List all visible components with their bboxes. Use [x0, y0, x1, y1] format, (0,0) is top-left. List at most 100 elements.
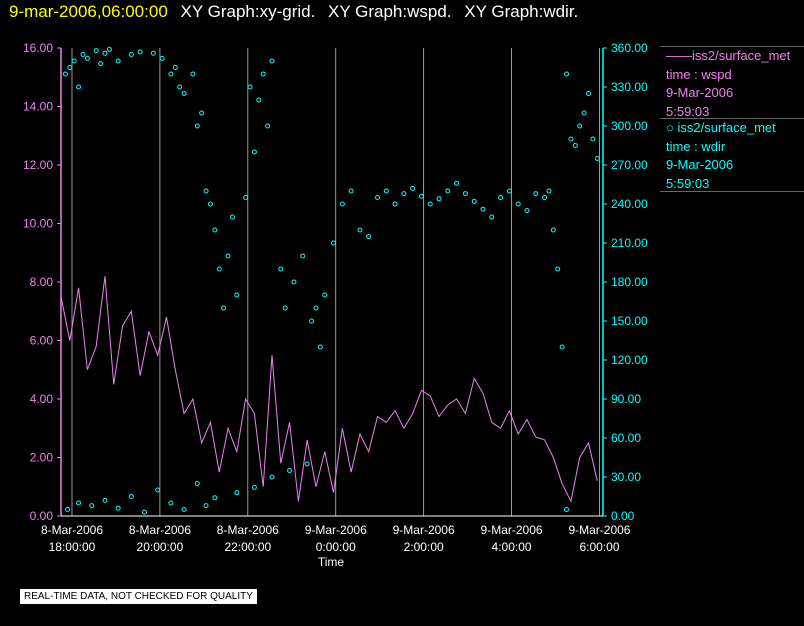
quality-disclaimer: REAL-TIME DATA, NOT CHECKED FOR QUALITY	[20, 589, 257, 604]
wdir-point	[594, 156, 600, 161]
wdir-point	[590, 136, 596, 142]
gridlines	[71, 48, 600, 516]
wdir-point	[65, 507, 71, 512]
wdir-point	[225, 253, 231, 259]
wdir-point	[89, 503, 95, 509]
wdir-point	[247, 84, 253, 90]
wdir-point	[445, 188, 451, 194]
wdir-point	[102, 50, 108, 56]
wdir-point	[559, 344, 565, 350]
wdir-point	[128, 494, 134, 499]
wdir-point	[568, 136, 574, 142]
legend-line-icon: ——	[666, 48, 692, 63]
y-left-tick-label: 10.00	[23, 217, 53, 231]
wdir-point	[480, 206, 486, 212]
legend-name: iss2/surface_met	[677, 120, 776, 135]
wdir-point	[102, 497, 108, 503]
wdir-point	[155, 487, 161, 493]
wdir-point	[300, 253, 306, 259]
wdir-point	[260, 71, 266, 77]
wdir-point	[203, 503, 209, 509]
wdir-point	[317, 344, 323, 350]
y-right-tick-label: 330.00	[611, 80, 648, 94]
wdir-point	[366, 234, 372, 239]
wdir-point	[564, 507, 570, 512]
wdir-point	[550, 227, 556, 233]
wdir-point	[229, 214, 235, 220]
wdir-point	[265, 123, 271, 129]
wdir-point	[282, 305, 288, 311]
wdir-point	[555, 266, 561, 272]
wdir-point	[80, 52, 86, 57]
x-tick-date: 9-Mar-2006	[305, 523, 367, 537]
y-right-tick-label: 0.00	[611, 509, 635, 523]
y-left-tick-label: 14.00	[23, 100, 53, 114]
title-date: 9-mar-2006,06:00:00	[9, 2, 168, 21]
wdir-point	[489, 214, 495, 220]
wdir-point	[498, 195, 504, 200]
wdir-point	[203, 188, 209, 194]
wdir-point	[159, 55, 165, 61]
wdir-point	[172, 65, 178, 70]
wdir-point	[190, 71, 196, 77]
wdir-point	[142, 509, 148, 515]
x-tick-date: 8-Mar-2006	[41, 523, 103, 537]
wspd-series	[60, 276, 598, 503]
y-left-tick-label: 2.00	[30, 451, 54, 465]
wdir-point	[212, 227, 218, 233]
wdir-point	[177, 84, 183, 90]
graph-name-wdir: XY Graph:wdir.	[464, 2, 579, 21]
wdir-point	[383, 188, 389, 194]
wdir-point	[331, 240, 337, 246]
graph-name-xy-grid: XY Graph:xy-grid.	[180, 2, 316, 21]
wdir-point	[462, 191, 468, 197]
wdir-point	[251, 149, 257, 155]
wdir-point	[546, 188, 552, 194]
wdir-point	[401, 191, 407, 197]
wdir-point	[278, 266, 284, 272]
y-left-tick-label: 16.00	[23, 41, 53, 55]
wdir-point	[506, 188, 512, 194]
x-tick-time: 6:00:00	[579, 540, 619, 554]
y-right-tick-label: 210.00	[611, 236, 648, 250]
y-left-tick-label: 12.00	[23, 158, 53, 172]
wdir-point	[168, 500, 174, 506]
wdir-point	[207, 201, 213, 207]
y-right-tick-label: 90.00	[611, 392, 641, 406]
wdir-point	[581, 110, 587, 116]
title-bar: 9-mar-2006,06:00:00 XY Graph:xy-grid. XY…	[9, 2, 578, 22]
wdir-point	[348, 188, 354, 194]
wdir-point	[84, 55, 90, 61]
wdir-point	[212, 495, 218, 501]
wdir-point	[128, 52, 134, 57]
wdir-point	[67, 65, 73, 70]
y-left-tick-label: 0.00	[30, 509, 54, 523]
x-tick-time: 4:00:00	[492, 540, 532, 554]
y-right-tick-label: 360.00	[611, 41, 648, 55]
wdir-point	[76, 500, 82, 506]
legend-date: 9-Mar-2006	[666, 157, 734, 172]
y-right-tick-label: 150.00	[611, 314, 648, 328]
y-axis-right-ticks: 0.00 30.00 60.00 90.00 120.00 150.00 180.00 210…	[603, 41, 648, 523]
wdir-point	[234, 490, 240, 496]
wdir-point	[577, 123, 583, 129]
y-right-tick-label: 270.00	[611, 158, 648, 172]
legend-divider-bottom	[660, 191, 804, 192]
y-left-tick-label: 8.00	[30, 275, 54, 289]
wdir-point	[216, 266, 222, 272]
x-tick-time: 18:00:00	[49, 540, 96, 554]
wdir-point	[181, 91, 187, 96]
wdir-point	[410, 185, 416, 191]
y-right-tick-label: 300.00	[611, 119, 648, 133]
legend-name: iss2/surface_met	[692, 48, 791, 63]
x-axis-ticks: 8-Mar-2006 18:00:00 8-Mar-2006 20:00:00 8-Ma…	[41, 523, 631, 554]
legend-var: time : wdir	[666, 138, 726, 154]
wdir-point	[62, 71, 68, 77]
wdir-point	[181, 507, 187, 512]
wdir-point	[234, 292, 240, 298]
wdir-point	[291, 279, 297, 285]
wdir-point	[427, 201, 433, 207]
wdir-point	[585, 91, 591, 96]
wdir-point	[93, 48, 99, 54]
